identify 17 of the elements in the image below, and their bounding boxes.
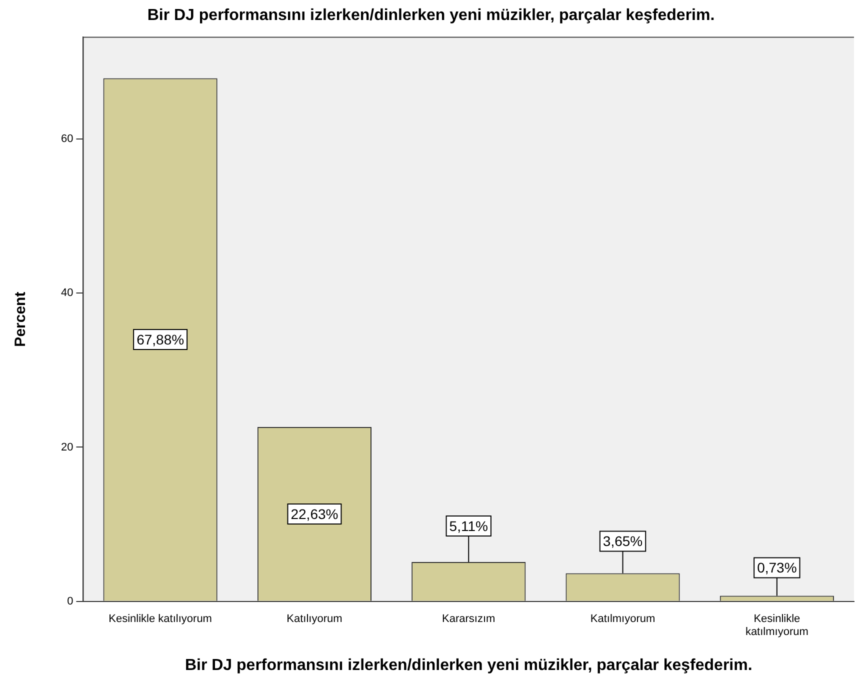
y-tick-label: 60 (60, 132, 74, 145)
x-axis-title: Bir DJ performansını izlerken/dinlerken yeni müzikler, parçalar keşfederim. (184, 656, 752, 674)
data-label: 0,73% (757, 560, 797, 576)
y-tick-label: 40 (60, 287, 74, 300)
x-tick-label: Katılıyorum (286, 613, 342, 626)
y-axis-title: Percent (12, 292, 30, 347)
x-tick-label: Kesinlikle katılmıyorum (745, 613, 808, 638)
y-tick-label: 0 (67, 595, 74, 608)
data-label: 67,88% (136, 331, 184, 348)
x-tick-label: Katılmıyorum (590, 613, 656, 626)
x-tick-label: Kararsızım (442, 613, 496, 626)
x-tick-label: Kesinlikle katılıyorum (108, 613, 212, 626)
y-tick-label: 20 (60, 441, 74, 454)
data-label: 3,65% (602, 533, 643, 550)
data-label: 22,63% (290, 506, 338, 522)
chart-title: Bir DJ performansını izlerken/dinlerken yeni müzikler, parçalar keşfederim. (147, 7, 715, 24)
data-label: 5,11% (449, 518, 488, 534)
